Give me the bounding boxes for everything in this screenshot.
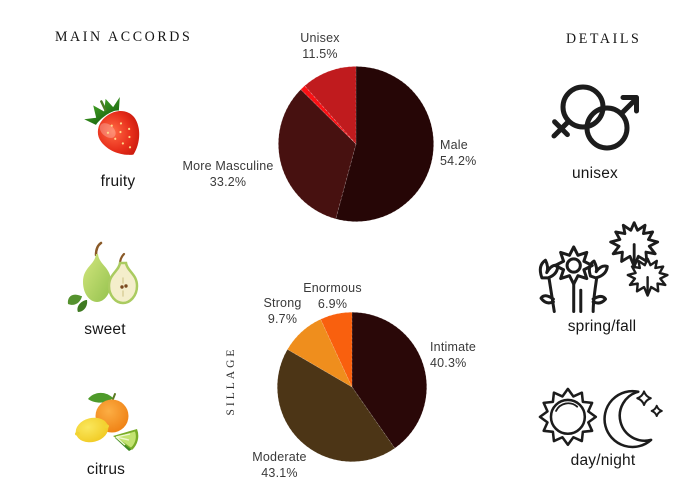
accord-label-fruity: fruity bbox=[100, 173, 136, 190]
detail-item-day-night: day/night bbox=[532, 383, 674, 470]
citrus-icon bbox=[74, 392, 139, 451]
pie-slice-enormous bbox=[320, 312, 353, 388]
gender-pie-chart bbox=[278, 66, 434, 222]
pie-slice-more-masculine bbox=[278, 89, 357, 220]
pie-slice-unisex bbox=[304, 66, 357, 145]
sillage-axis-label: SILLAGE bbox=[225, 346, 237, 416]
sillage-pie-label-intimate: Intimate 40.3% bbox=[430, 340, 477, 370]
detail-label-spring-fall: spring/fall bbox=[567, 318, 637, 335]
gender-unisex-icon bbox=[551, 84, 639, 151]
accord-label-citrus: citrus bbox=[86, 461, 126, 478]
spring-fall-icon bbox=[538, 221, 669, 313]
pie-slice-intimate bbox=[351, 312, 427, 449]
accord-item-fruity: fruity bbox=[78, 90, 158, 191]
sillage-pie-label-strong: Strong 9.7% bbox=[263, 296, 302, 326]
gender-pie-label-more-masculine: More Masculine 33.2% bbox=[182, 159, 274, 189]
details-header: DETAILS bbox=[566, 31, 642, 48]
sillage-pie-label-moderate: Moderate 43.1% bbox=[252, 450, 307, 480]
detail-item-spring-fall: spring/fall bbox=[532, 216, 672, 336]
accord-label-sweet: sweet bbox=[84, 321, 126, 338]
pie-slice-male bbox=[335, 66, 434, 222]
sillage-pie-chart bbox=[277, 312, 427, 462]
pie-slice-strong bbox=[287, 318, 353, 388]
strawberry-icon bbox=[84, 97, 140, 155]
sillage-pie-label-enormous: Enormous 6.9% bbox=[303, 281, 362, 311]
gender-pie-label-unisex: Unisex 11.5% bbox=[300, 31, 340, 61]
detail-label-unisex: unisex bbox=[571, 165, 618, 182]
main-accords-header: MAIN ACCORDS bbox=[55, 29, 193, 46]
pie-slice-moderate bbox=[277, 349, 396, 462]
day-night-icon bbox=[538, 387, 663, 449]
pear-icon bbox=[67, 241, 139, 312]
accord-item-citrus: citrus bbox=[70, 388, 142, 479]
detail-item-unisex: unisex bbox=[543, 72, 647, 183]
accord-item-sweet: sweet bbox=[63, 240, 147, 339]
gender-pie-label-male: Male 54.2% bbox=[440, 138, 477, 168]
pie-slice-unlabeled bbox=[300, 85, 357, 145]
detail-label-day-night: day/night bbox=[570, 452, 636, 469]
